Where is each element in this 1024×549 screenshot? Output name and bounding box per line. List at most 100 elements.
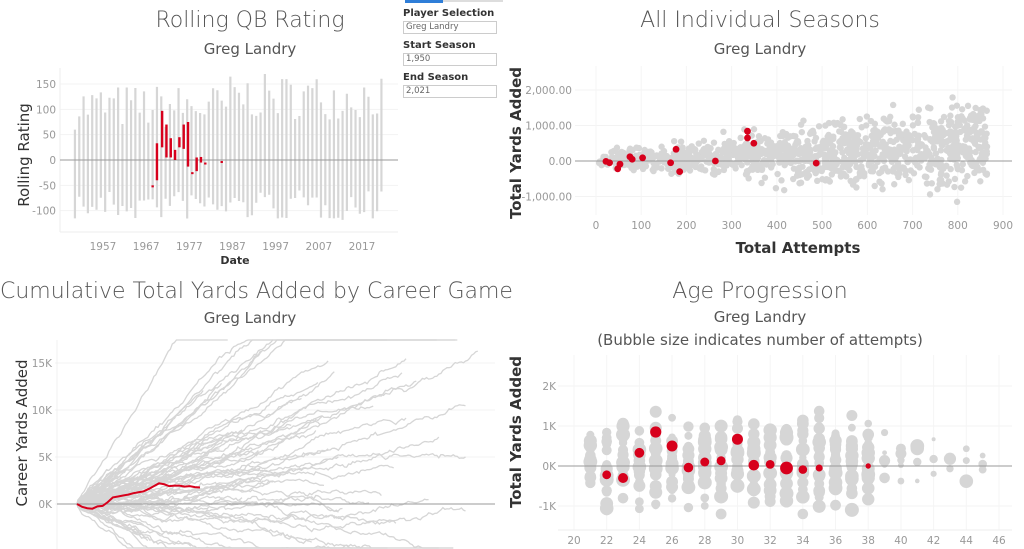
x-tick-label: 2017: [349, 241, 376, 253]
background-season-point: [898, 131, 905, 138]
background-season-point: [879, 151, 886, 158]
background-season-point: [888, 158, 896, 165]
background-season-point: [976, 143, 983, 151]
background-season-point: [938, 141, 945, 149]
background-season-point: [814, 177, 821, 185]
background-season-point: [909, 122, 917, 129]
y-tick-label: 1,000.00: [525, 121, 572, 133]
x-axis-title: Total Attempts: [736, 239, 861, 257]
background-season-point: [831, 165, 838, 172]
background-season-point: [945, 122, 953, 129]
background-age-bubble: [731, 422, 743, 434]
highlight-season-point: [676, 168, 684, 176]
background-season-point: [891, 164, 899, 171]
background-age-bubble: [652, 502, 660, 510]
highlight-season-point: [711, 157, 719, 165]
background-season-point: [836, 168, 844, 176]
background-season-point: [958, 106, 966, 113]
background-season-point: [921, 173, 929, 180]
x-tick-label: 22: [600, 535, 613, 547]
background-season-point: [856, 115, 863, 123]
background-season-point: [766, 143, 774, 151]
background-season-point: [744, 159, 751, 166]
background-age-bubble: [747, 435, 761, 449]
background-age-bubble: [650, 466, 661, 477]
x-tick-label: 40: [894, 535, 907, 547]
background-age-bubble: [797, 508, 809, 520]
background-season-point: [945, 144, 952, 151]
highlight-age-bubble: [634, 447, 645, 458]
background-season-point: [876, 169, 883, 177]
background-season-point: [832, 120, 839, 127]
background-season-point: [884, 168, 892, 175]
background-age-bubble: [616, 427, 631, 442]
x-tick-label: 26: [665, 535, 679, 547]
background-age-bubble: [733, 478, 742, 486]
background-season-point: [863, 122, 870, 129]
background-season-point: [927, 166, 935, 173]
y-axis-title: Career Yards Added: [13, 360, 31, 507]
background-age-bubble: [583, 434, 597, 448]
background-season-point: [945, 137, 953, 144]
background-age-bubble: [830, 451, 841, 462]
background-season-point: [613, 144, 621, 151]
x-tick-label: 44: [960, 535, 974, 547]
background-season-point: [977, 178, 984, 185]
background-age-bubble: [602, 439, 612, 449]
background-season-point: [914, 114, 922, 121]
background-season-point: [869, 168, 877, 175]
background-season-point: [653, 164, 661, 171]
background-season-point: [945, 178, 953, 185]
background-season-point: [901, 153, 909, 161]
highlight-age-bubble: [650, 426, 662, 438]
background-season-point: [843, 173, 850, 180]
background-season-point: [778, 177, 785, 184]
background-season-point: [854, 151, 862, 158]
cumulative-chart-subtitle: Greg Landry: [203, 309, 297, 327]
background-season-point: [822, 151, 829, 159]
x-tick-label: 100: [631, 220, 651, 232]
y-tick-label: 0.00: [549, 156, 572, 168]
highlight-age-bubble: [780, 461, 793, 475]
background-season-point: [906, 137, 913, 144]
background-season-point: [868, 132, 875, 139]
background-season-point: [871, 120, 879, 128]
background-career-line: [76, 479, 269, 508]
highlight-rating-bar: [160, 110, 164, 148]
background-season-point: [793, 172, 801, 179]
background-season-point: [964, 102, 972, 110]
background-season-point: [808, 128, 815, 136]
start-season-input[interactable]: 1,950: [403, 53, 497, 66]
background-age-bubble: [617, 492, 629, 504]
end-season-input[interactable]: 2,021: [403, 85, 497, 98]
background-season-point: [723, 155, 731, 162]
highlight-age-bubble: [731, 433, 743, 445]
background-career-line: [76, 358, 407, 505]
background-season-point: [926, 135, 934, 143]
seasons-chart-subtitle: Greg Landry: [713, 40, 807, 58]
highlight-rating-bar: [204, 162, 207, 165]
background-career-line: [76, 503, 192, 547]
background-age-bubble: [634, 497, 644, 507]
age-chart-subtitle: Greg Landry: [713, 308, 807, 326]
background-season-point: [873, 140, 880, 147]
highlight-age-bubble: [618, 473, 629, 483]
x-axis-title: Date: [220, 254, 249, 267]
background-age-bubble: [813, 451, 825, 463]
rolling-chart-title: Rolling QB Rating: [155, 8, 345, 33]
player-selection-input[interactable]: Greg Landry: [403, 21, 497, 34]
background-season-point: [923, 180, 931, 187]
background-season-point: [871, 153, 878, 160]
background-age-bubble: [714, 440, 729, 455]
background-age-bubble: [747, 496, 760, 509]
background-season-point: [879, 186, 886, 193]
background-season-point: [865, 152, 872, 160]
filter-tab-divider: [443, 0, 503, 2]
background-season-point: [815, 123, 823, 130]
background-season-point: [776, 151, 784, 158]
background-season-point: [874, 134, 882, 142]
background-age-bubble: [796, 489, 810, 504]
background-age-bubble: [750, 474, 758, 482]
background-season-point: [836, 128, 843, 135]
background-season-point: [979, 166, 987, 174]
